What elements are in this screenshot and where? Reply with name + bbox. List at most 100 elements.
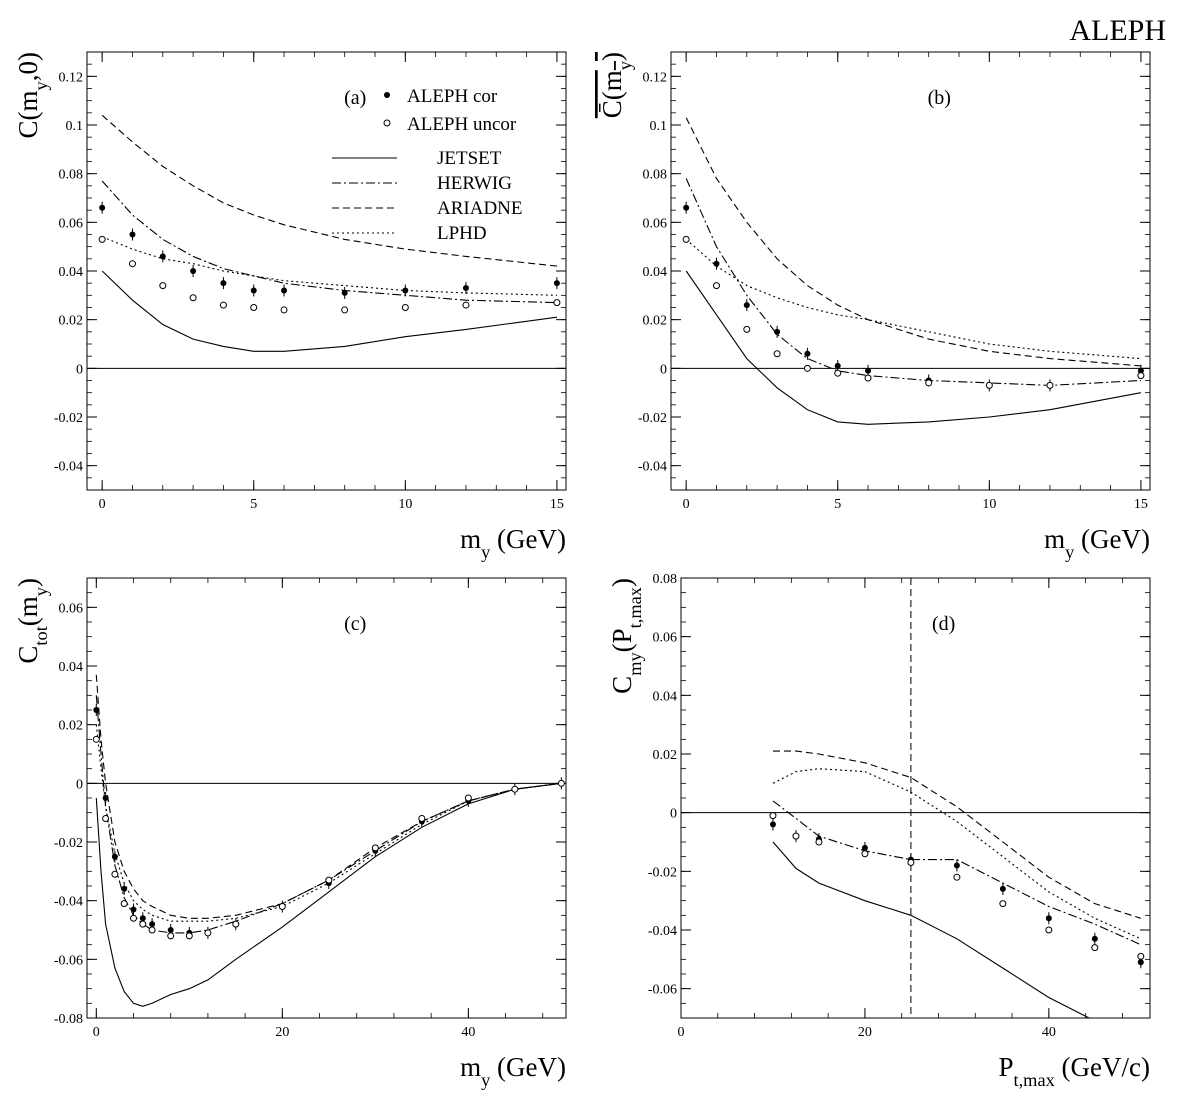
y-tick-label: -0.04 <box>54 460 83 475</box>
legend-label: JETSET <box>437 148 502 169</box>
series-aleph-uncor-point <box>250 304 258 311</box>
series-aleph-uncor-point <box>120 900 128 908</box>
panel-label: (b) <box>928 87 951 109</box>
panel-label: (d) <box>932 613 955 635</box>
series-aleph-uncor-point <box>148 926 156 934</box>
series-jetset-line <box>772 841 1091 1018</box>
y-tick-label: 0.06 <box>59 601 84 616</box>
series-aleph-uncor-point <box>861 850 869 858</box>
y-tick-label: -0.06 <box>54 953 83 968</box>
series-aleph-uncor-point <box>111 870 119 878</box>
series-aleph-uncor-point <box>792 832 800 840</box>
series-ariadne-line <box>685 117 1141 367</box>
plot-data <box>87 674 566 1007</box>
y-tick-label: 0.12 <box>643 70 668 85</box>
x-tick-label: 20 <box>275 1025 289 1040</box>
plot-data <box>87 114 566 369</box>
y-tick-label: -0.02 <box>54 411 83 426</box>
y-tick-label: 0 <box>76 777 83 792</box>
series-aleph-cor-point <box>250 287 257 294</box>
series-aleph-uncor-point <box>185 932 193 940</box>
series-jetset-line <box>101 270 557 352</box>
series-lphd-line <box>101 236 557 296</box>
x-tick-label: 10 <box>398 497 412 512</box>
y-axis-label: C(my,0) <box>13 52 51 138</box>
series-lphd-line <box>772 768 1142 940</box>
y-axis-label: Cmy(Pt,max) <box>607 578 645 694</box>
series-aleph-cor-point <box>1137 959 1144 966</box>
series-aleph-uncor-point <box>999 900 1007 908</box>
panel-c: -0.08 -0.06 -0.04 -0.02 0 0.02 0.04 0.06 0 20 40 (c… <box>13 577 567 1090</box>
y-tick-label: 0.04 <box>59 660 84 675</box>
series-aleph-cor-point <box>804 350 811 357</box>
x-tick-label: 0 <box>683 497 690 512</box>
series-aleph-uncor-point <box>219 301 227 309</box>
plot-data <box>671 117 1150 425</box>
x-tick-label: 10 <box>982 497 996 512</box>
series-aleph-cor-point <box>834 362 841 369</box>
series-aleph-uncor-point <box>159 282 167 290</box>
y-tick-label: -0.02 <box>648 865 677 880</box>
legend-label: HERWIG <box>437 173 512 194</box>
y-tick-label: 0.1 <box>650 119 668 134</box>
y-tick-label: 0.04 <box>653 689 678 704</box>
y-tick-label: 0 <box>76 362 83 377</box>
panel-label: (a) <box>344 87 366 109</box>
series-aleph-cor-point <box>149 921 156 928</box>
x-tick-label: 0 <box>99 497 106 512</box>
series-aleph-cor-point <box>220 280 227 287</box>
panel-label: (c) <box>344 613 366 635</box>
series-aleph-cor-point <box>402 287 409 294</box>
y-tick-label: 0.08 <box>653 572 678 587</box>
x-tick-label: 20 <box>858 1025 872 1040</box>
series-ariadne-line <box>101 114 557 267</box>
series-aleph-cor-point <box>743 302 750 309</box>
series-aleph-uncor-point <box>985 381 993 389</box>
y-tick-label: 0 <box>660 362 667 377</box>
x-tick-label: 0 <box>678 1025 685 1040</box>
series-aleph-cor-point <box>111 853 118 860</box>
y-tick-label: 0.06 <box>59 216 84 231</box>
x-tick-label: 15 <box>1134 497 1148 512</box>
series-aleph-uncor-point <box>1137 952 1145 960</box>
series-aleph-cor-point <box>1137 367 1144 374</box>
series-aleph-uncor-point <box>462 301 470 309</box>
series-aleph-uncor-point <box>98 235 106 243</box>
x-axis-label: Pt,max (GeV/c) <box>998 1052 1150 1090</box>
series-aleph-cor-point <box>281 287 288 294</box>
y-tick-label: 0 <box>670 807 677 822</box>
series-aleph-cor-point <box>190 268 197 274</box>
y-tick-label: 0.12 <box>59 70 84 85</box>
plot-data <box>681 578 1150 1018</box>
series-jetset-line <box>685 270 1142 425</box>
y-tick-label: -0.02 <box>638 411 667 426</box>
series-aleph-uncor-point <box>325 876 333 884</box>
series-aleph-uncor-point <box>1046 381 1054 389</box>
series-herwig-line <box>685 178 1141 386</box>
y-tick-label: 0.02 <box>653 748 678 763</box>
legend-label: ALEPH cor <box>407 86 498 107</box>
plot-frame <box>86 577 567 1019</box>
series-jetset-line <box>95 782 562 1007</box>
series-aleph-uncor-point <box>139 920 147 928</box>
y-tick-label: 0.06 <box>643 216 668 231</box>
series-aleph-uncor-point <box>553 299 561 307</box>
series-lphd-line <box>685 238 1141 360</box>
legend-marker-filled <box>384 92 390 98</box>
series-aleph-uncor-point <box>682 235 690 243</box>
series-aleph-uncor-point <box>418 815 426 823</box>
series-aleph-uncor-point <box>557 779 565 787</box>
series-aleph-uncor-point <box>907 859 915 867</box>
series-ariadne-line <box>773 750 1141 919</box>
plot-frame <box>680 577 1151 1019</box>
series-aleph-cor-point <box>93 707 100 713</box>
panel-d: -0.06 -0.04 -0.02 0 0.02 0.04 0.06 0.08 0 20 40 (d)… <box>607 572 1151 1090</box>
series-herwig-line <box>101 180 557 304</box>
series-aleph-uncor-point <box>371 844 379 852</box>
y-tick-label: -0.04 <box>54 895 83 910</box>
x-tick-label: 40 <box>1042 1025 1056 1040</box>
series-aleph-uncor-point <box>511 785 519 793</box>
plot-frame <box>670 51 1151 491</box>
x-tick-label: 15 <box>550 497 564 512</box>
series-aleph-uncor-point <box>464 794 472 802</box>
